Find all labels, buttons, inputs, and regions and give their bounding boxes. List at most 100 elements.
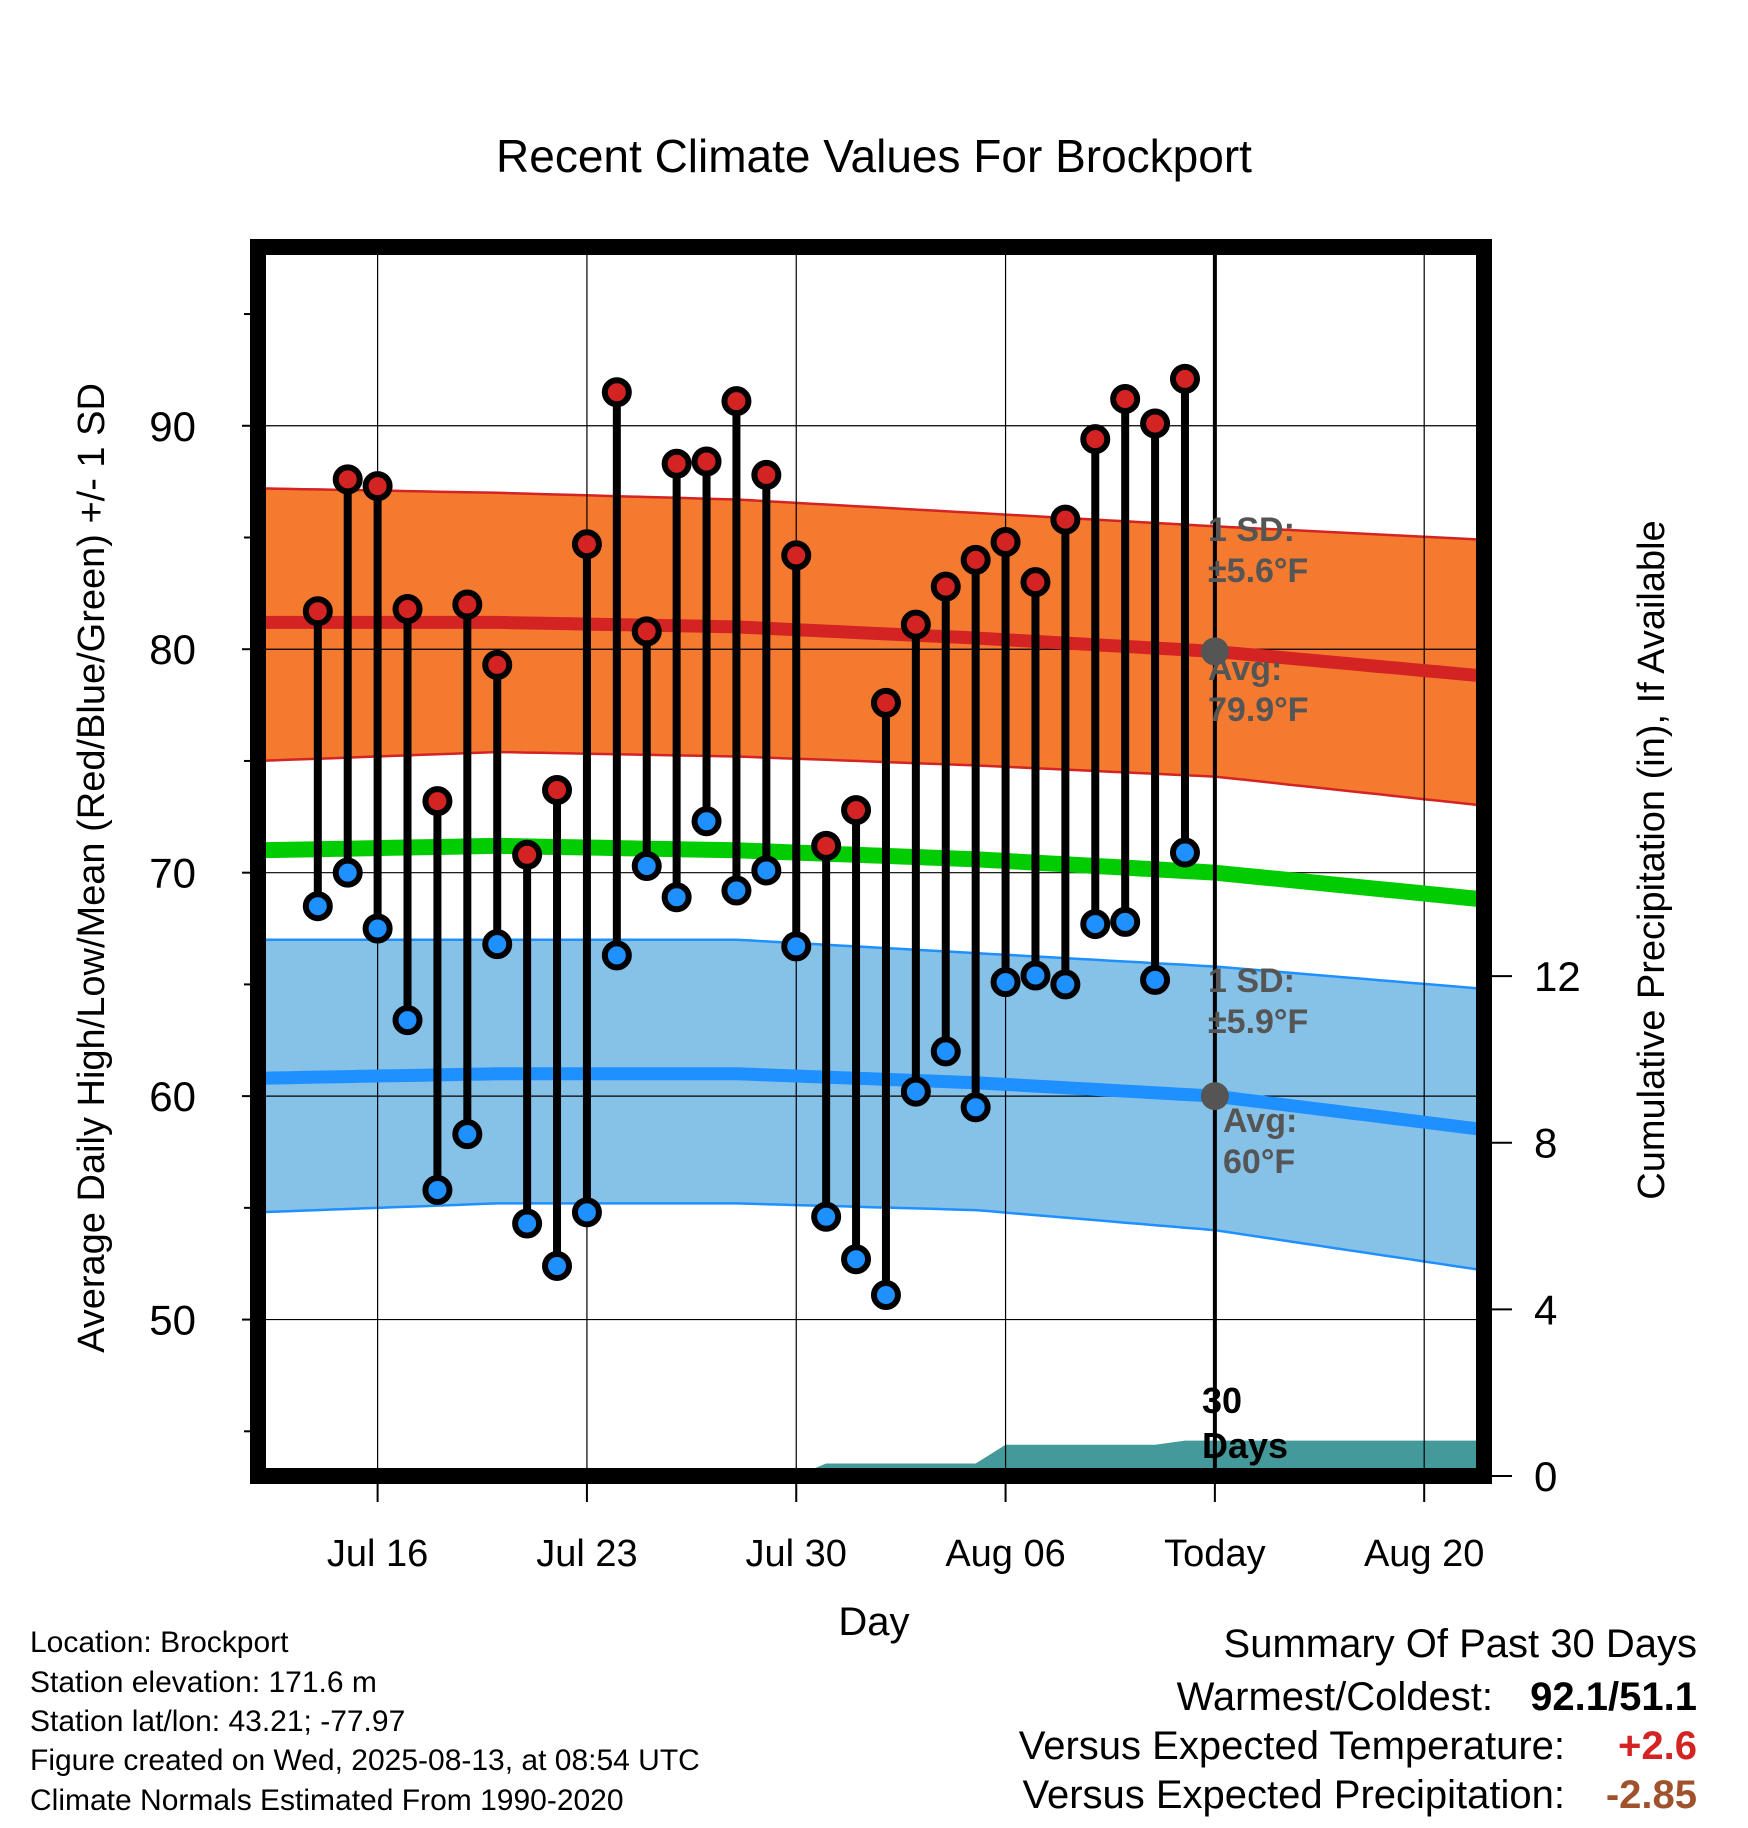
y2-tick-label: 0 xyxy=(1534,1453,1557,1500)
daily-high-point xyxy=(811,830,842,861)
daily-low-point xyxy=(1140,964,1171,995)
daily-low-point xyxy=(930,1036,961,1067)
daily-high-point xyxy=(661,448,692,479)
daily-high-point xyxy=(960,544,991,575)
daily-high-point xyxy=(691,446,722,477)
x-tick-label: Aug 06 xyxy=(945,1533,1065,1575)
footer-normals: Climate Normals Estimated From 1990-2020 xyxy=(30,1784,624,1817)
daily-high-point xyxy=(870,687,901,718)
summary-precip-value: -2.85 xyxy=(1606,1773,1697,1817)
normal-low-mean-line xyxy=(257,1067,1485,1137)
summary-heading: Summary Of Past 30 Days xyxy=(1224,1622,1697,1666)
daily-high-point xyxy=(542,774,573,805)
normal-high-band xyxy=(258,488,1484,806)
daily-low-point xyxy=(1169,837,1200,868)
y-tick-label: 90 xyxy=(149,403,196,450)
low-avg-annotation: Avg: 60°F xyxy=(1223,1102,1297,1181)
y2-axis-label: Cumulative Precipitation (in), If Availa… xyxy=(1631,520,1673,1199)
daily-high-point xyxy=(751,459,782,490)
daily-low-point xyxy=(870,1280,901,1311)
daily-low-point xyxy=(841,1244,872,1275)
daily-low-point xyxy=(482,929,513,960)
normal-low-band xyxy=(258,939,1484,1271)
daily-low-point xyxy=(691,806,722,837)
daily-high-point xyxy=(841,795,872,826)
y-tick-label: 80 xyxy=(149,626,196,673)
y-axis-label: Average Daily High/Low/Mean (Red/Blue/Gr… xyxy=(71,383,113,1353)
daily-low-point xyxy=(392,1005,423,1036)
footer-latlon: Station lat/lon: 43.21; -77.97 xyxy=(30,1705,405,1738)
today-low-normal-marker xyxy=(1200,1082,1229,1111)
normal-low-upper-line xyxy=(258,938,1485,991)
daily-high-point xyxy=(1020,567,1051,598)
daily-low-point xyxy=(960,1092,991,1123)
daily-low-point xyxy=(1080,909,1111,940)
x-tick-label: Jul 30 xyxy=(746,1533,847,1575)
normal-high-upper-line xyxy=(257,487,1485,541)
daily-low-point xyxy=(1020,960,1051,991)
daily-high-point xyxy=(452,589,483,620)
daily-high-point xyxy=(1080,424,1111,455)
daily-low-point xyxy=(631,850,662,881)
normal-mean-line xyxy=(257,837,1485,908)
daily-high-point xyxy=(302,596,333,627)
low-sd-annotation: 1 SD: ±5.9°F xyxy=(1208,962,1308,1041)
daily-low-point xyxy=(422,1174,453,1205)
daily-high-point xyxy=(990,526,1021,557)
x-tick-label: Aug 20 xyxy=(1364,1533,1484,1575)
x-tick-label: Jul 23 xyxy=(536,1533,637,1575)
daily-low-point xyxy=(661,882,692,913)
normal-high-lower-line xyxy=(257,750,1485,807)
daily-high-point xyxy=(1050,504,1081,535)
daily-low-point xyxy=(542,1250,573,1281)
daily-low-point xyxy=(362,913,393,944)
daily-low-point xyxy=(990,967,1021,998)
y2-tick-label: 8 xyxy=(1534,1120,1557,1167)
summary-warm-cold-value: 92.1/51.1 xyxy=(1530,1675,1697,1719)
daily-low-point xyxy=(452,1119,483,1150)
daily-high-point xyxy=(512,839,543,870)
chart-title: Recent Climate Values For Brockport xyxy=(496,130,1252,182)
daily-high-point xyxy=(392,593,423,624)
y2-tick-label: 12 xyxy=(1534,953,1581,1000)
daily-high-point xyxy=(900,609,931,640)
footer-location: Location: Brockport xyxy=(30,1626,289,1659)
daily-high-point xyxy=(422,786,453,817)
x-tick-label: Today xyxy=(1164,1533,1265,1575)
daily-high-point xyxy=(332,464,363,495)
summary-precip-label: Versus Expected Precipitation: xyxy=(1022,1773,1565,1817)
today-high-normal-marker xyxy=(1200,637,1229,666)
daily-high-point xyxy=(362,471,393,502)
daily-low-point xyxy=(900,1076,931,1107)
daily-low-point xyxy=(512,1208,543,1239)
summary-temp-value: +2.6 xyxy=(1618,1724,1697,1768)
daily-high-point xyxy=(571,529,602,560)
y-tick-label: 50 xyxy=(149,1297,196,1344)
daily-low-point xyxy=(332,857,363,888)
daily-high-point xyxy=(482,649,513,680)
daily-low-point xyxy=(1110,906,1141,937)
y2-tick-label: 4 xyxy=(1534,1286,1557,1333)
summary-temp-label: Versus Expected Temperature: xyxy=(1019,1724,1565,1768)
precip-area xyxy=(258,1440,1484,1476)
daily-high-point xyxy=(1140,408,1171,439)
plot-frame xyxy=(250,239,1492,1484)
daily-high-point xyxy=(930,571,961,602)
daily-low-point xyxy=(781,931,812,962)
summary-warm-cold-label: Warmest/Coldest: xyxy=(1177,1675,1493,1719)
x-axis-label: Day xyxy=(838,1600,909,1644)
daily-high-point xyxy=(721,386,752,417)
daily-low-point xyxy=(302,891,333,922)
y-tick-label: 70 xyxy=(149,850,196,897)
x-tick-label: Jul 16 xyxy=(327,1533,428,1575)
normal-high-mean-line xyxy=(258,615,1485,683)
daily-low-point xyxy=(751,855,782,886)
daily-low-point xyxy=(721,875,752,906)
plot-area: 1 SD: ±5.6°F Avg: 79.9°F 1 SD: ±5.9°F Avg: 60°F… xyxy=(71,239,1673,1644)
daily-low-point xyxy=(571,1197,602,1228)
high-sd-annotation: 1 SD: ±5.6°F xyxy=(1208,511,1308,590)
normal-low-lower-line xyxy=(257,1202,1485,1272)
daily-low-point xyxy=(601,940,632,971)
